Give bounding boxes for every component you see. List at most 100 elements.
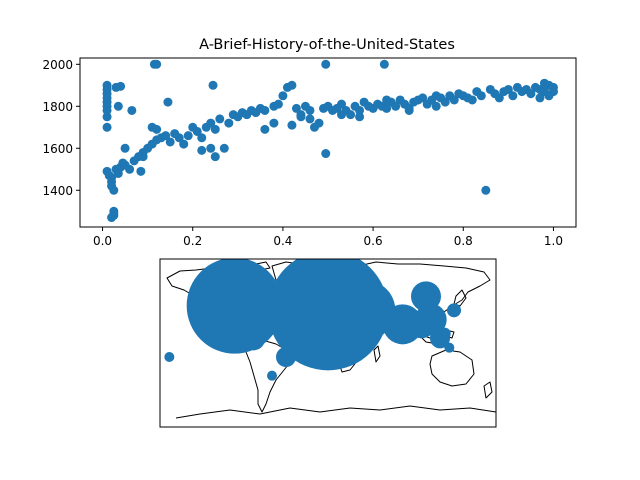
scatter-point bbox=[125, 164, 135, 174]
scatter-points bbox=[102, 59, 558, 223]
scatter-point bbox=[503, 84, 513, 94]
scatter-point bbox=[163, 97, 173, 107]
scatter-point bbox=[305, 114, 315, 124]
scatter-point bbox=[127, 105, 137, 115]
map-bubble bbox=[444, 342, 455, 353]
y-tick-label: 1600 bbox=[42, 142, 73, 156]
scatter-point bbox=[314, 118, 324, 128]
scatter-point bbox=[197, 133, 207, 143]
scatter-point bbox=[431, 101, 441, 111]
scatter-point bbox=[494, 93, 504, 103]
map-bubble bbox=[267, 370, 277, 381]
scatter-point bbox=[355, 112, 365, 122]
x-tick-label: 0.8 bbox=[454, 234, 473, 248]
scatter-point bbox=[152, 59, 162, 69]
scatter-chart: A-Brief-History-of-the-United-States 0.0… bbox=[42, 37, 577, 248]
scatter-point bbox=[206, 143, 216, 153]
scatter-point bbox=[287, 80, 297, 90]
scatter-point bbox=[382, 103, 392, 113]
coastline-madagascar bbox=[373, 345, 381, 363]
map-bubble bbox=[414, 303, 447, 336]
scatter-point bbox=[120, 143, 130, 153]
scatter-point bbox=[467, 95, 477, 105]
scatter-point bbox=[107, 213, 117, 223]
scatter-point bbox=[102, 112, 112, 122]
scatter-point bbox=[321, 149, 331, 159]
scatter-point bbox=[526, 89, 536, 99]
scatter-point bbox=[440, 97, 450, 107]
scatter-point bbox=[269, 118, 279, 128]
scatter-point bbox=[138, 152, 148, 162]
scatter-point bbox=[391, 101, 401, 111]
scatter-point bbox=[224, 118, 234, 128]
scatter-point bbox=[337, 99, 347, 109]
scatter-point bbox=[481, 185, 491, 195]
scatter-point bbox=[174, 133, 184, 143]
scatter-point bbox=[476, 91, 486, 101]
scatter-point bbox=[165, 137, 175, 147]
x-tick-label: 0.2 bbox=[183, 234, 202, 248]
scatter-point bbox=[296, 112, 306, 122]
scatter-point bbox=[219, 143, 229, 153]
scatter-point bbox=[192, 126, 202, 136]
scatter-point bbox=[346, 110, 356, 120]
y-tick-label: 1800 bbox=[42, 100, 73, 114]
x-tick-label: 1.0 bbox=[544, 234, 563, 248]
scatter-point bbox=[305, 105, 315, 115]
y-tick-label: 1400 bbox=[42, 184, 73, 198]
scatter-point bbox=[208, 80, 218, 90]
scatter-point bbox=[404, 105, 414, 115]
coastline-antarctica bbox=[175, 405, 496, 419]
x-tick-label: 0.0 bbox=[93, 234, 112, 248]
map-bubble bbox=[447, 303, 461, 318]
scatter-point bbox=[210, 124, 220, 134]
world-map-chart bbox=[159, 258, 497, 428]
scatter-point bbox=[273, 99, 283, 109]
scatter-point bbox=[278, 91, 288, 101]
scatter-y-axis: 1400 1600 1800 2000 bbox=[42, 58, 80, 198]
scatter-point bbox=[508, 91, 518, 101]
map-bubble bbox=[164, 352, 175, 362]
scatter-point bbox=[215, 114, 225, 124]
scatter-point bbox=[206, 118, 216, 128]
map-bubble bbox=[241, 326, 266, 351]
scatter-point bbox=[113, 101, 123, 111]
scatter-title: A-Brief-History-of-the-United-States bbox=[199, 37, 455, 53]
scatter-point bbox=[355, 105, 365, 115]
scatter-point bbox=[539, 78, 549, 88]
scatter-point bbox=[321, 59, 331, 69]
scatter-point bbox=[116, 81, 126, 91]
scatter-point bbox=[449, 95, 459, 105]
scatter-point bbox=[379, 59, 389, 69]
scatter-point bbox=[544, 91, 554, 101]
scatter-point bbox=[183, 131, 193, 141]
map-plot-area bbox=[164, 259, 496, 419]
map-bubbles bbox=[164, 259, 461, 381]
scatter-point bbox=[210, 152, 220, 162]
y-tick-label: 2000 bbox=[42, 58, 73, 72]
scatter-point bbox=[260, 124, 270, 134]
scatter-point bbox=[291, 103, 301, 113]
coastline-new-zealand bbox=[483, 381, 493, 399]
map-frame bbox=[159, 258, 497, 428]
map-bubble bbox=[335, 280, 396, 341]
scatter-point bbox=[418, 93, 428, 103]
map-bubble bbox=[411, 281, 441, 312]
x-tick-label: 0.6 bbox=[364, 234, 383, 248]
scatter-point bbox=[260, 105, 270, 115]
scatter-point bbox=[161, 131, 171, 141]
scatter-point bbox=[136, 166, 146, 176]
scatter-point bbox=[337, 110, 347, 120]
scatter-axes-frame bbox=[79, 57, 577, 228]
coastline-japan bbox=[453, 289, 467, 307]
x-tick-label: 0.4 bbox=[273, 234, 292, 248]
scatter-point bbox=[179, 139, 189, 149]
coastline-australia bbox=[429, 349, 475, 387]
scatter-point bbox=[152, 124, 162, 134]
scatter-point bbox=[535, 93, 545, 103]
scatter-point bbox=[102, 122, 112, 132]
scatter-point bbox=[287, 120, 297, 130]
scatter-point bbox=[109, 185, 119, 195]
scatter-point bbox=[197, 145, 207, 155]
